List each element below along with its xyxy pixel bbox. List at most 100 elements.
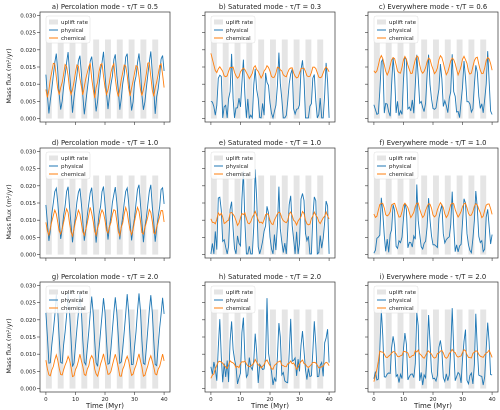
y-tick-label: 0.010: [20, 82, 36, 88]
y-tick-label: 0.020: [20, 184, 36, 190]
series-line-physical: [210, 298, 330, 386]
uplift-band: [45, 39, 52, 119]
panel-4: 0.000 0.005 0.010 0.015 0.020 0.025 0.030 d) Pe…: [20, 139, 171, 261]
series-line-chemical: [373, 201, 493, 219]
legend-label: physical: [226, 164, 249, 170]
y-tick-label: 0.025: [20, 31, 36, 37]
legend-label: uplift rate: [61, 290, 89, 296]
series-line-physical: [373, 184, 493, 255]
x-tick-label: 10: [72, 397, 79, 403]
legend-swatch-uplift: [49, 289, 58, 295]
series-line-chemical: [210, 210, 330, 227]
uplift-band: [305, 175, 312, 255]
series-line-physical: [45, 51, 165, 115]
x-tick-label: 40: [161, 397, 168, 403]
legend: uplift rate physical chemical: [45, 15, 91, 44]
uplift-band: [444, 309, 451, 389]
series-line-chemical: [210, 358, 330, 379]
x-tick-label: 30: [296, 397, 303, 403]
x-tick-label: 20: [102, 397, 109, 403]
legend-swatch-uplift: [377, 19, 386, 25]
legend: uplift rate physical chemical: [45, 285, 91, 314]
legend: uplift rate physical chemical: [210, 285, 256, 314]
x-tick-label: 20: [267, 397, 274, 403]
uplift-band: [234, 175, 241, 255]
uplift-band: [81, 39, 88, 119]
uplift-band: [105, 39, 111, 119]
uplift-band: [480, 39, 487, 119]
uplift-band: [152, 309, 159, 389]
y-tick-label: 0.030: [20, 13, 36, 19]
uplift-band: [45, 175, 52, 255]
legend-label: uplift rate: [389, 290, 417, 296]
legend: uplift rate physical chemical: [210, 151, 256, 180]
x-tick-label: 0: [209, 397, 213, 403]
x-tick-label: 40: [326, 397, 333, 403]
panel-8: 0 10 20 30 40 h) Saturated mode - τ/T = 2.0 up…: [202, 273, 336, 403]
legend-label: uplift rate: [226, 20, 254, 26]
uplift-band: [293, 309, 300, 389]
legend-swatch-uplift: [377, 289, 386, 295]
uplift-band: [69, 309, 76, 389]
x-tick-label: 10: [237, 397, 244, 403]
uplift-band: [69, 39, 76, 119]
legend-label: uplift rate: [61, 20, 89, 26]
panel-title: b) Saturated mode - τ/T = 0.3: [219, 3, 321, 11]
y-tick-label: 0.030: [20, 149, 36, 155]
y-tick-label: 0.000: [20, 387, 36, 393]
uplift-band: [105, 175, 111, 255]
uplift-band: [258, 309, 265, 389]
y-tick-label: 0.015: [20, 201, 36, 207]
series-line-chemical: [373, 54, 493, 77]
legend: uplift rate physical chemical: [45, 151, 91, 180]
uplift-band: [373, 309, 380, 389]
uplift-band: [421, 39, 428, 119]
series-line-chemical: [373, 348, 493, 382]
uplift-band: [210, 39, 217, 119]
y-tick-label: 0.025: [20, 167, 36, 173]
uplift-band: [246, 175, 253, 255]
x-axis-label-col2: Time (Myr): [250, 402, 289, 410]
uplift-band: [57, 175, 64, 255]
y-tick-label: 0.010: [20, 218, 36, 224]
uplift-band: [57, 309, 64, 389]
series-line-physical: [210, 169, 330, 255]
legend-label: physical: [226, 28, 249, 34]
uplift-band: [468, 309, 475, 389]
series-line-physical: [210, 52, 330, 120]
uplift-band: [45, 309, 52, 389]
y-tick-label: 0.020: [20, 318, 36, 324]
uplift-band: [116, 39, 123, 119]
legend-swatch-uplift: [49, 19, 58, 25]
uplift-band: [222, 39, 229, 119]
uplift-band: [433, 39, 439, 119]
x-tick-label: 20: [430, 397, 437, 403]
series-line-physical: [45, 184, 165, 243]
uplift-band: [293, 39, 300, 119]
panel-5: e) Saturated mode - τ/T = 1.0 uplift rate…: [202, 139, 336, 261]
y-tick-label: 0.015: [20, 335, 36, 341]
uplift-band: [258, 175, 265, 255]
uplift-band: [270, 309, 276, 389]
series-line-chemical: [210, 53, 330, 80]
legend-label: physical: [61, 298, 84, 304]
panel-9: 0 10 20 30 40 i) Everywhere mode - τ/T = 2.0 u…: [365, 273, 499, 403]
legend-label: chemical: [389, 36, 414, 42]
uplift-band: [305, 39, 312, 119]
uplift-band: [93, 39, 100, 119]
panel-title: a) Percolation mode - τ/T = 0.5: [52, 3, 158, 11]
uplift-band: [397, 39, 404, 119]
uplift-band: [317, 309, 324, 389]
uplift-band: [210, 309, 217, 389]
legend-label: physical: [389, 298, 412, 304]
series-line-physical: [373, 51, 493, 118]
y-tick-label: 0.015: [20, 65, 36, 71]
legend-label: chemical: [226, 36, 251, 42]
uplift-band: [57, 39, 64, 119]
x-tick-label: 0: [44, 397, 48, 403]
uplift-band: [317, 39, 324, 119]
uplift-band: [128, 309, 135, 389]
legend-label: chemical: [61, 36, 86, 42]
legend: uplift rate physical chemical: [373, 285, 419, 314]
y-tick-label: 0.010: [20, 352, 36, 358]
